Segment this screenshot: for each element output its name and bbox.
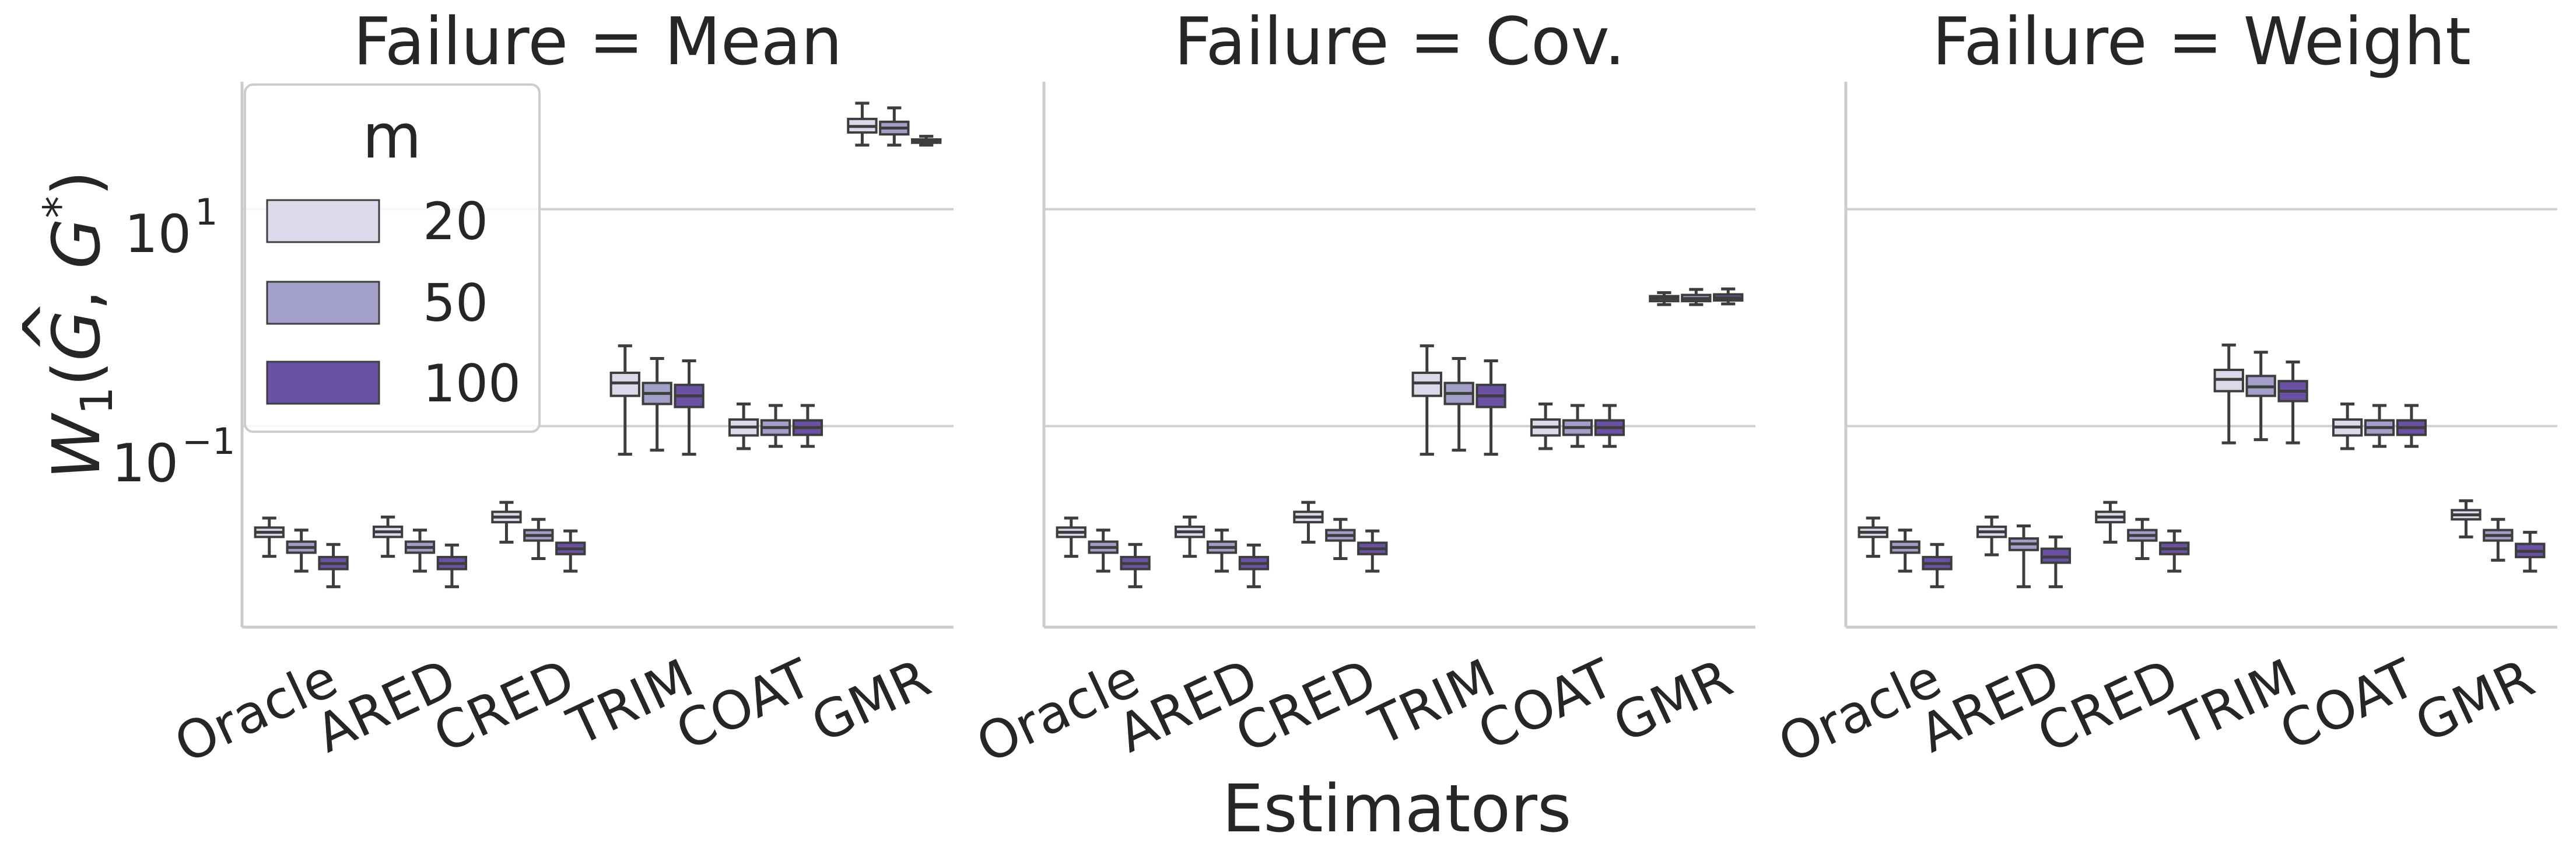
y-label-star: * bbox=[33, 196, 85, 218]
panel-failure-cov-box-gmr-m100 bbox=[1713, 287, 1744, 306]
panel-failure-cov-box-ared-m100 bbox=[1238, 543, 1270, 589]
panel-failure-cov-box-coat-m100 bbox=[1594, 404, 1625, 448]
panel-failure-cov-box-cred-m20 bbox=[1293, 501, 1324, 544]
legend-swatch-50 bbox=[266, 281, 380, 325]
panel-failure-weight-x-tick-label-cred: CRED bbox=[2028, 648, 2187, 765]
panel-failure-weight-title: Failure = Weight bbox=[1932, 4, 2471, 80]
panel-failure-mean-box-cred-m50 bbox=[523, 517, 554, 561]
panel-failure-cov-box-coat-m20 bbox=[1530, 402, 1561, 450]
legend-label-20: 20 bbox=[423, 191, 488, 251]
panel-failure-cov-x-tick-label-cred: CRED bbox=[1226, 648, 1385, 765]
y-tick-label-10^1-base: 10 bbox=[124, 204, 191, 265]
panel-failure-mean-box-cred-m20 bbox=[491, 501, 522, 544]
panel-failure-weight-box-oracle-m100 bbox=[1922, 543, 1953, 589]
panel-failure-weight-box-coat-m50 bbox=[2364, 404, 2395, 448]
panel-failure-mean-box-coat-m100 bbox=[792, 404, 823, 448]
y-tick-label-10^-1-exp: −1 bbox=[182, 420, 235, 463]
panel-failure-weight-box-ared-m20 bbox=[1976, 515, 2007, 557]
panel-failure-weight-box-cred-m50 bbox=[2127, 517, 2158, 561]
panel-failure-mean-box-gmr-m20 bbox=[847, 102, 878, 147]
y-label-g2: G bbox=[39, 218, 115, 269]
panel-failure-weight-box-gmr-m100 bbox=[2515, 530, 2546, 573]
panel-failure-weight: Failure = WeightOracleAREDCREDTRIMCOATGM… bbox=[1769, 4, 2557, 775]
panel-failure-cov-box-trim-m100 bbox=[1475, 359, 1506, 456]
panel-failure-weight-box-trim-m50 bbox=[2245, 351, 2276, 442]
panel-failure-weight-box-ared-m100 bbox=[2040, 535, 2072, 589]
y-label-open: ( bbox=[39, 361, 115, 387]
panel-failure-weight-x-tick-label-coat: COAT bbox=[2271, 648, 2425, 763]
panel-failure-weight-box-cred-m20 bbox=[2095, 501, 2126, 544]
panel-failure-weight-box-trim-m20 bbox=[2213, 343, 2244, 445]
panel-failure-mean-box-trim-m100 bbox=[674, 359, 705, 456]
panel-failure-cov-box-oracle-m100 bbox=[1120, 543, 1151, 589]
y-label-sep: , bbox=[39, 269, 115, 310]
legend: m 20 50 100 bbox=[244, 83, 541, 433]
y-tick-label-10^1: 10 1 bbox=[124, 191, 218, 265]
panel-failure-cov-box-trim-m20 bbox=[1411, 344, 1442, 456]
panel-failure-mean-title: Failure = Mean bbox=[353, 4, 843, 80]
y-tick-label-10^1-exp: 1 bbox=[195, 191, 218, 233]
y-axis-label: W1(G, G*) bbox=[33, 170, 122, 479]
panel-failure-cov-box-coat-m50 bbox=[1562, 404, 1593, 448]
panel-failure-weight-box-coat-m20 bbox=[2332, 402, 2363, 450]
x-axis-label: Estimators bbox=[1222, 771, 1572, 847]
panel-failure-mean-box-coat-m20 bbox=[728, 402, 759, 450]
panel-failure-weight-box-ared-m50 bbox=[2008, 524, 2039, 589]
panel-failure-mean-box-trim-m50 bbox=[642, 357, 672, 452]
panel-failure-cov-box-oracle-m20 bbox=[1056, 516, 1087, 558]
panel-failure-cov-box-cred-m100 bbox=[1357, 529, 1388, 573]
panel-failure-weight-box-trim-m100 bbox=[2277, 361, 2308, 445]
legend-label-100: 100 bbox=[423, 354, 521, 414]
panel-failure-cov-x-tick-label-coat: COAT bbox=[1469, 648, 1623, 763]
panel-failure-cov-box-ared-m20 bbox=[1174, 515, 1205, 558]
panel-failure-mean-box-gmr-m50 bbox=[879, 106, 910, 147]
panel-failure-weight-x-tick-label-gmr: GMR bbox=[2406, 648, 2543, 755]
panel-failure-mean-x-tick-label-coat: COAT bbox=[667, 648, 821, 763]
legend-swatch-20 bbox=[266, 199, 380, 243]
panel-failure-weight-box-gmr-m20 bbox=[2451, 499, 2482, 538]
panel-failure-mean-box-trim-m20 bbox=[609, 344, 640, 456]
panel-failure-mean-box-oracle-m100 bbox=[318, 543, 349, 589]
y-tick-label-10^-1: 10 −1 bbox=[111, 420, 235, 494]
panel-failure-mean-box-cred-m100 bbox=[555, 529, 586, 573]
panel-failure-cov-box-cred-m50 bbox=[1325, 517, 1356, 561]
panel-failure-mean-box-oracle-m20 bbox=[254, 516, 285, 558]
panel-failure-weight-box-cred-m100 bbox=[2159, 529, 2190, 573]
panel-failure-weight-box-gmr-m50 bbox=[2483, 517, 2514, 562]
y-label-w: W bbox=[39, 412, 115, 480]
y-label-g1: G bbox=[39, 310, 115, 361]
y-tick-label-10^-1-base: 10 bbox=[111, 433, 178, 494]
panel-failure-mean-box-ared-m50 bbox=[404, 529, 436, 573]
legend-swatch-100 bbox=[266, 361, 380, 405]
y-label-sub: 1 bbox=[71, 387, 122, 415]
panel-failure-weight-box-oracle-m20 bbox=[1857, 516, 1888, 558]
legend-label-50: 50 bbox=[423, 273, 488, 333]
panel-failure-mean-x-tick-label-gmr: GMR bbox=[802, 648, 940, 755]
panel-failure-cov-x-tick-label-gmr: GMR bbox=[1604, 648, 1741, 755]
panel-failure-mean-box-gmr-m100 bbox=[911, 135, 942, 147]
panel-failure-mean-x-tick-label-cred: CRED bbox=[425, 648, 583, 765]
panel-failure-cov-box-trim-m50 bbox=[1443, 357, 1474, 452]
legend-frame bbox=[244, 83, 541, 433]
panel-failure-mean-box-oracle-m50 bbox=[286, 529, 317, 573]
panel-failure-weight-box-oracle-m50 bbox=[1890, 529, 1920, 573]
panel-failure-mean-box-ared-m100 bbox=[436, 543, 468, 589]
panel-failure-cov-box-gmr-m20 bbox=[1649, 291, 1680, 306]
y-label-hat: ^ bbox=[10, 299, 86, 354]
panel-failure-cov-title: Failure = Cov. bbox=[1174, 4, 1625, 80]
panel-failure-mean-box-coat-m50 bbox=[760, 404, 791, 448]
panel-failure-cov-box-gmr-m50 bbox=[1681, 288, 1712, 306]
panel-failure-cov-box-oracle-m50 bbox=[1088, 529, 1119, 573]
panel-failure-cov-box-ared-m50 bbox=[1206, 529, 1238, 573]
panel-failure-mean-box-ared-m20 bbox=[372, 515, 404, 558]
y-label-close: ) bbox=[39, 170, 115, 196]
legend-title: m bbox=[362, 101, 421, 172]
panel-failure-weight-box-coat-m100 bbox=[2396, 404, 2427, 448]
